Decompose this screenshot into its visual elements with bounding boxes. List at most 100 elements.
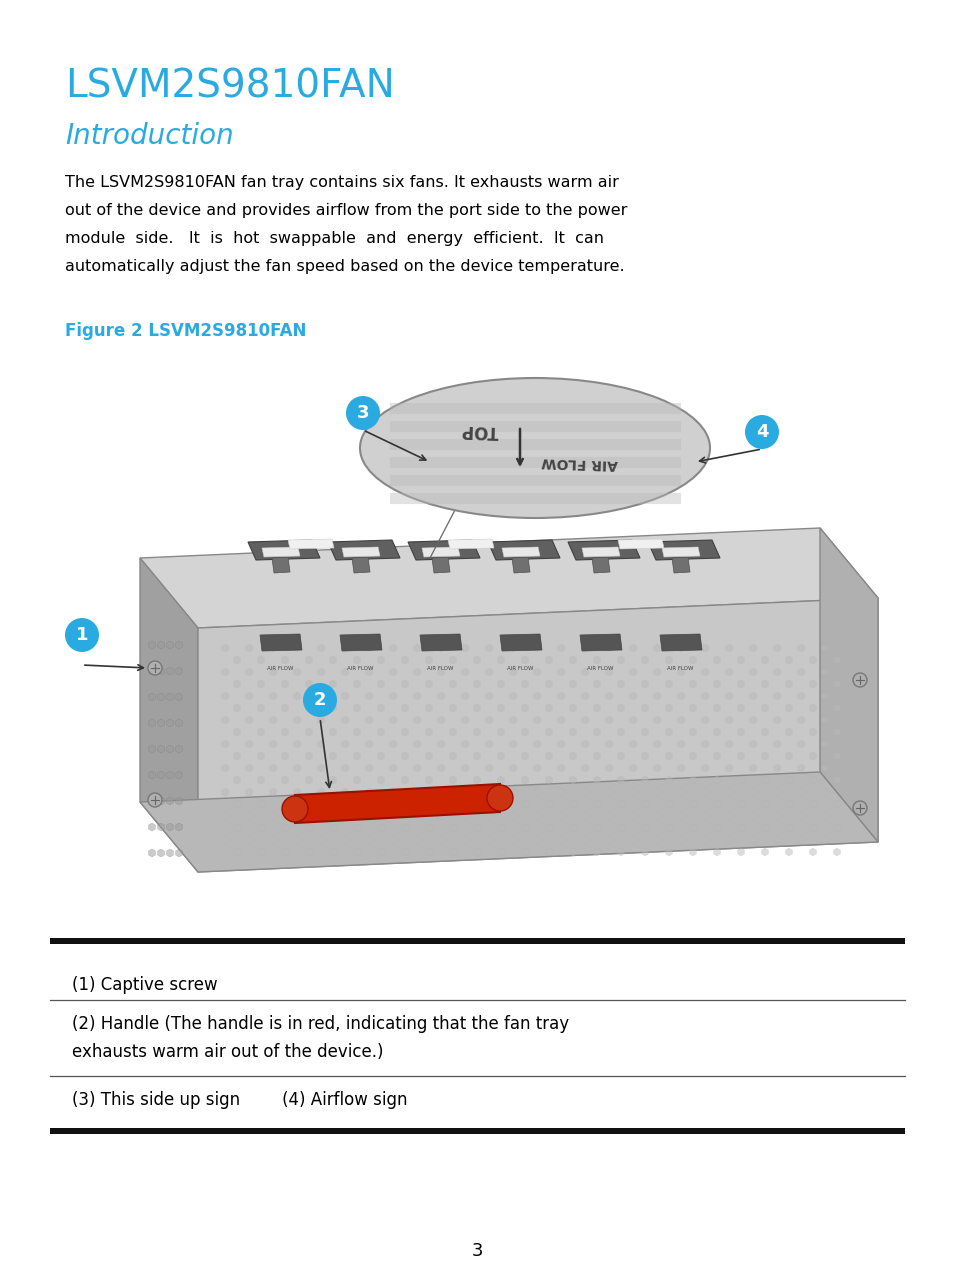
Polygon shape bbox=[665, 800, 672, 808]
Polygon shape bbox=[157, 641, 164, 649]
Polygon shape bbox=[485, 740, 492, 748]
Polygon shape bbox=[245, 836, 253, 845]
Polygon shape bbox=[377, 703, 384, 712]
Polygon shape bbox=[545, 656, 552, 664]
Polygon shape bbox=[294, 836, 300, 845]
Polygon shape bbox=[809, 776, 816, 784]
Polygon shape bbox=[461, 812, 468, 820]
Circle shape bbox=[486, 785, 513, 812]
Polygon shape bbox=[773, 764, 780, 772]
Polygon shape bbox=[809, 728, 816, 736]
Polygon shape bbox=[167, 823, 173, 831]
Polygon shape bbox=[821, 787, 827, 796]
Polygon shape bbox=[437, 836, 444, 845]
Polygon shape bbox=[833, 776, 840, 784]
Polygon shape bbox=[713, 681, 720, 688]
Polygon shape bbox=[365, 644, 372, 653]
Ellipse shape bbox=[359, 378, 709, 518]
Polygon shape bbox=[270, 716, 276, 724]
Polygon shape bbox=[281, 776, 288, 784]
Polygon shape bbox=[760, 703, 768, 712]
Polygon shape bbox=[305, 728, 313, 736]
Polygon shape bbox=[473, 800, 480, 808]
Text: Introduction: Introduction bbox=[65, 122, 233, 150]
Polygon shape bbox=[545, 681, 552, 688]
Polygon shape bbox=[389, 740, 396, 748]
Polygon shape bbox=[737, 656, 743, 664]
Polygon shape bbox=[700, 644, 708, 653]
Polygon shape bbox=[270, 787, 276, 796]
Polygon shape bbox=[653, 740, 659, 748]
Polygon shape bbox=[833, 848, 840, 856]
Polygon shape bbox=[653, 644, 659, 653]
Polygon shape bbox=[569, 800, 576, 808]
Polygon shape bbox=[425, 656, 432, 664]
Polygon shape bbox=[270, 812, 276, 820]
Polygon shape bbox=[425, 703, 432, 712]
Polygon shape bbox=[317, 740, 324, 748]
Polygon shape bbox=[689, 752, 696, 759]
Polygon shape bbox=[784, 656, 792, 664]
Polygon shape bbox=[533, 716, 540, 724]
Polygon shape bbox=[317, 692, 324, 700]
Polygon shape bbox=[677, 644, 683, 653]
Polygon shape bbox=[425, 681, 432, 688]
Circle shape bbox=[852, 673, 866, 687]
Polygon shape bbox=[640, 656, 648, 664]
Text: The LSVM2S9810FAN fan tray contains six fans. It exhausts warm air: The LSVM2S9810FAN fan tray contains six … bbox=[65, 176, 618, 190]
Polygon shape bbox=[617, 800, 624, 808]
Polygon shape bbox=[713, 728, 720, 736]
Polygon shape bbox=[809, 703, 816, 712]
Polygon shape bbox=[149, 848, 155, 857]
Polygon shape bbox=[725, 644, 732, 653]
Polygon shape bbox=[821, 644, 827, 653]
Polygon shape bbox=[233, 703, 240, 712]
Polygon shape bbox=[329, 703, 336, 712]
Polygon shape bbox=[797, 692, 803, 700]
Polygon shape bbox=[581, 716, 588, 724]
Polygon shape bbox=[167, 693, 173, 701]
Polygon shape bbox=[339, 633, 381, 651]
Polygon shape bbox=[797, 787, 803, 796]
Polygon shape bbox=[432, 557, 450, 572]
Polygon shape bbox=[760, 656, 768, 664]
Polygon shape bbox=[581, 764, 588, 772]
Polygon shape bbox=[557, 740, 564, 748]
Polygon shape bbox=[749, 644, 756, 653]
Polygon shape bbox=[749, 692, 756, 700]
Polygon shape bbox=[305, 824, 313, 832]
Polygon shape bbox=[665, 656, 672, 664]
Polygon shape bbox=[354, 703, 360, 712]
Polygon shape bbox=[248, 541, 319, 560]
Polygon shape bbox=[389, 644, 396, 653]
Polygon shape bbox=[437, 644, 444, 653]
Polygon shape bbox=[593, 776, 599, 784]
Polygon shape bbox=[760, 848, 768, 856]
Polygon shape bbox=[629, 644, 636, 653]
Polygon shape bbox=[437, 668, 444, 675]
Text: automatically adjust the fan speed based on the device temperature.: automatically adjust the fan speed based… bbox=[65, 259, 624, 273]
Polygon shape bbox=[377, 752, 384, 759]
Polygon shape bbox=[157, 745, 164, 753]
Text: AIR FLOW: AIR FLOW bbox=[346, 665, 373, 670]
Polygon shape bbox=[629, 812, 636, 820]
Polygon shape bbox=[653, 836, 659, 845]
Polygon shape bbox=[737, 681, 743, 688]
Polygon shape bbox=[653, 668, 659, 675]
Polygon shape bbox=[485, 836, 492, 845]
Polygon shape bbox=[329, 752, 336, 759]
Polygon shape bbox=[593, 728, 599, 736]
Polygon shape bbox=[617, 656, 624, 664]
Polygon shape bbox=[784, 728, 792, 736]
Circle shape bbox=[303, 683, 336, 717]
Polygon shape bbox=[270, 644, 276, 653]
Text: 3: 3 bbox=[356, 404, 369, 422]
Polygon shape bbox=[605, 836, 612, 845]
Polygon shape bbox=[640, 681, 648, 688]
Polygon shape bbox=[485, 764, 492, 772]
Polygon shape bbox=[677, 764, 683, 772]
Polygon shape bbox=[749, 668, 756, 675]
Polygon shape bbox=[425, 776, 432, 784]
Polygon shape bbox=[354, 824, 360, 832]
Polygon shape bbox=[557, 668, 564, 675]
